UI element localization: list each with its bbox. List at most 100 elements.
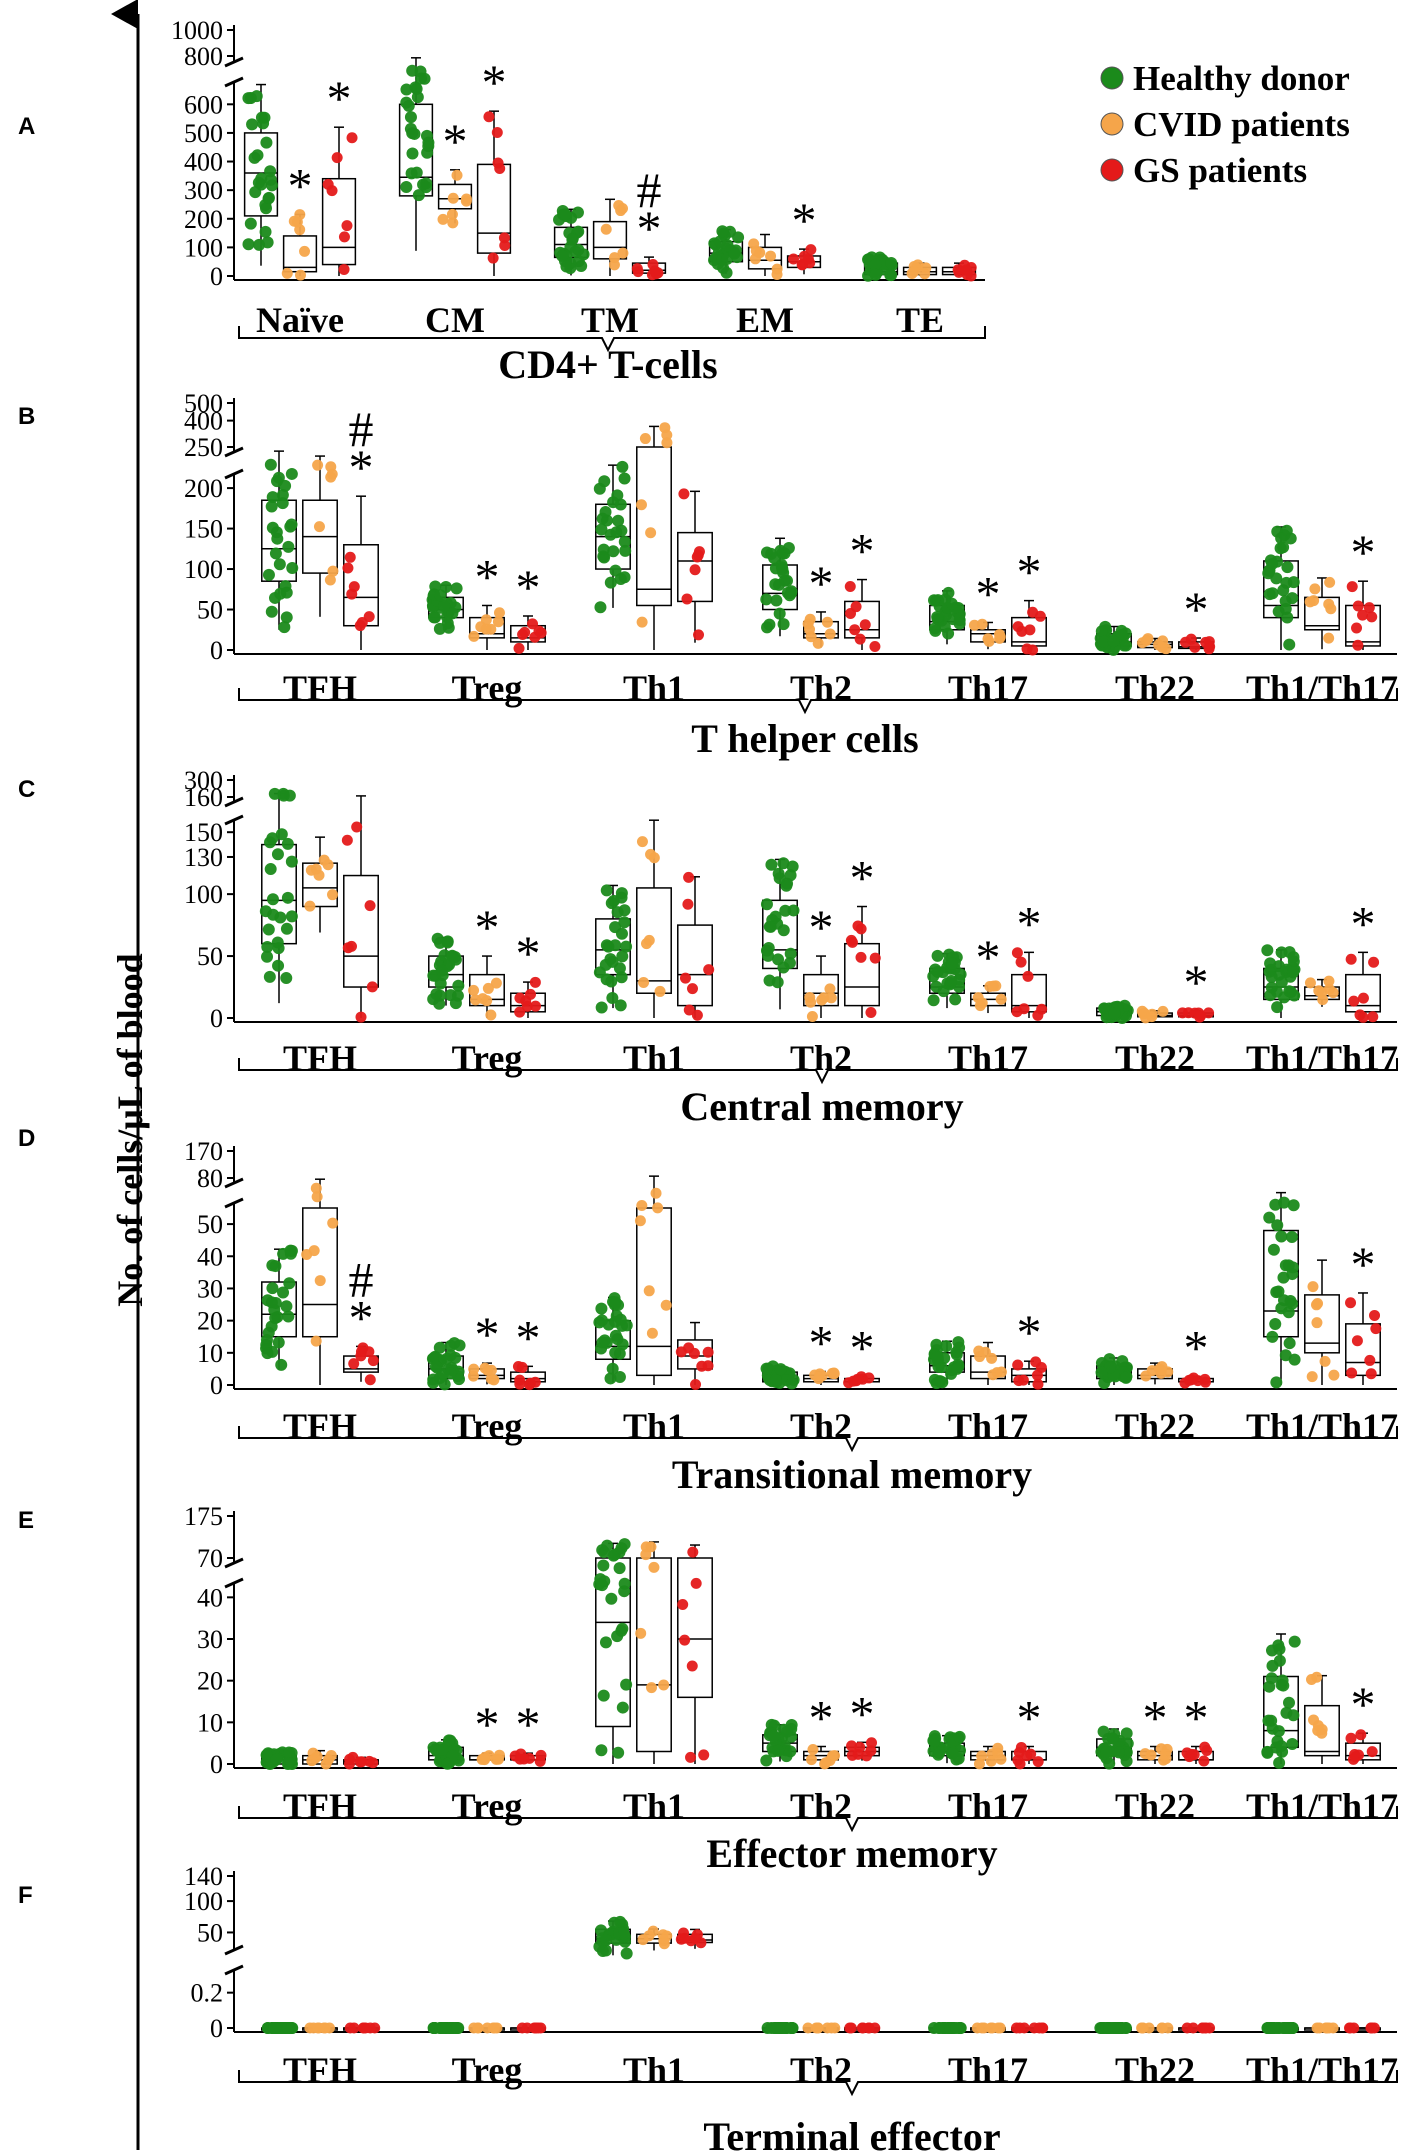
box	[844, 942, 880, 1007]
data-point	[275, 1358, 288, 1371]
data-point	[1203, 643, 1215, 655]
data-point	[702, 1346, 714, 1358]
data-point	[420, 181, 433, 194]
data-point	[805, 244, 817, 256]
data-point	[1267, 2022, 1280, 2034]
data-point	[661, 429, 673, 441]
data-point	[933, 1746, 946, 1759]
y-axis-label: No. of cells/μL of blood	[110, 953, 150, 1306]
group-label: Terminal effector	[703, 2114, 1000, 2156]
data-point	[703, 964, 715, 976]
data-point	[771, 268, 783, 280]
data-point	[945, 975, 958, 988]
data-point	[973, 1758, 985, 1770]
category-label: Th1/Th17	[1246, 1038, 1398, 1078]
data-point	[246, 118, 259, 131]
data-point	[597, 1689, 610, 1702]
data-point	[400, 181, 413, 194]
data-point	[477, 993, 489, 1005]
y-tick-label: 130	[184, 843, 223, 872]
data-point	[272, 1336, 285, 1349]
data-point	[721, 239, 734, 252]
data-point	[1312, 1298, 1324, 1310]
data-point	[1266, 1659, 1279, 1672]
data-point	[652, 267, 664, 279]
data-point	[845, 2022, 857, 2034]
category-label: Th1/Th17	[1246, 1786, 1398, 1826]
data-point	[438, 600, 451, 613]
data-point	[323, 2022, 335, 2034]
data-point	[1311, 1317, 1323, 1329]
data-point	[1325, 603, 1337, 615]
legend: Healthy donor CVID patients GS patients	[1100, 59, 1350, 190]
data-point	[702, 1360, 714, 1372]
data-point	[1115, 629, 1128, 642]
data-point	[618, 916, 631, 929]
data-point	[351, 821, 363, 833]
data-point	[732, 231, 745, 244]
data-point	[1263, 1211, 1276, 1224]
data-point	[285, 467, 298, 480]
category-treg: Treg	[427, 2022, 547, 2090]
significance-mark: *	[516, 1309, 541, 1365]
y-tick-label: 70	[197, 1544, 223, 1573]
data-point	[1305, 1673, 1317, 1685]
data-point	[275, 828, 288, 841]
category-th2: Th2	[760, 1360, 880, 1446]
data-point	[265, 500, 278, 513]
data-point	[274, 587, 287, 600]
data-point	[447, 217, 459, 229]
category-label: Th1	[623, 1038, 685, 1078]
data-point	[615, 205, 627, 217]
data-point	[933, 1375, 946, 1388]
data-point	[620, 1947, 633, 1960]
data-point	[514, 992, 526, 1004]
data-point	[596, 1544, 609, 1557]
data-point	[612, 1746, 625, 1759]
category-tfh: TFH	[261, 2022, 381, 2090]
significance-mark: *	[349, 1289, 374, 1345]
data-point	[556, 249, 569, 262]
data-point	[437, 213, 449, 225]
legend-label: CVID patients	[1133, 105, 1350, 144]
data-point	[410, 82, 423, 95]
y-tick-label: 0	[210, 262, 223, 291]
data-point	[523, 1752, 535, 1764]
data-point	[1313, 985, 1325, 997]
data-point	[598, 551, 611, 564]
data-point	[1030, 1356, 1042, 1368]
data-point	[765, 250, 777, 262]
data-point	[1106, 1732, 1119, 1745]
data-point	[262, 191, 275, 204]
data-point	[1016, 625, 1028, 637]
data-point	[619, 544, 632, 557]
data-point	[492, 157, 504, 169]
data-point	[761, 2022, 774, 2034]
data-point	[765, 858, 778, 871]
data-point	[262, 568, 275, 581]
significance-mark: *	[809, 1690, 834, 1746]
data-point	[326, 889, 338, 901]
panel-label: C	[18, 776, 35, 803]
data-point	[249, 186, 262, 199]
data-point	[261, 940, 274, 953]
data-point	[814, 1368, 826, 1380]
data-point	[617, 247, 629, 259]
data-point	[499, 240, 511, 252]
y-tick-label: 50	[197, 942, 223, 971]
significance-mark: *	[809, 899, 834, 955]
data-point	[885, 256, 898, 269]
significance-mark: *	[443, 113, 468, 169]
data-point	[616, 460, 629, 473]
data-point	[679, 972, 691, 984]
data-point	[282, 540, 295, 553]
data-point	[1363, 602, 1375, 614]
y-tick-label: 10	[197, 1708, 223, 1737]
data-point	[685, 1751, 697, 1763]
axis-break-mark	[224, 1944, 244, 1956]
data-point	[1324, 576, 1336, 588]
data-point	[594, 601, 607, 614]
significance-mark: *	[850, 523, 875, 579]
data-point	[268, 2022, 281, 2034]
